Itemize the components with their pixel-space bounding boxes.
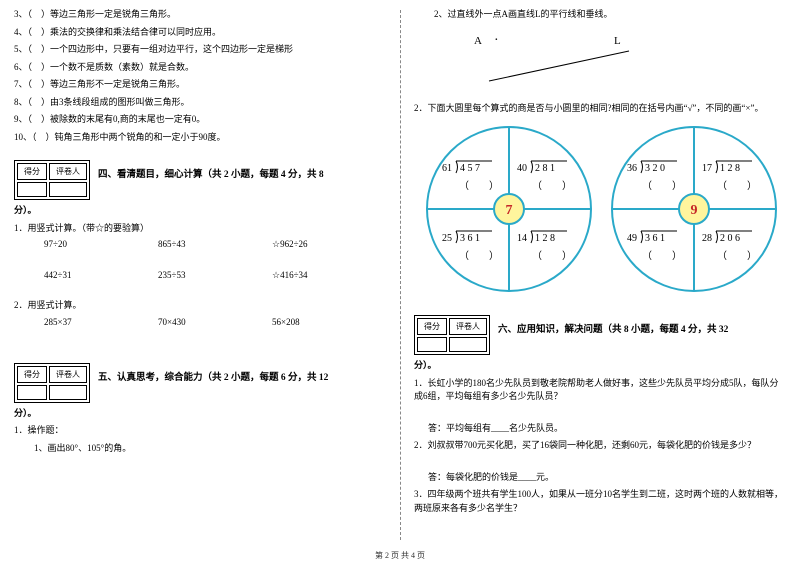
calc-item: 285×37 — [44, 317, 158, 327]
calc-item: 97÷20 — [44, 239, 158, 250]
calc-row: 285×37 70×430 56×208 — [44, 317, 386, 327]
paren: （ ） — [642, 180, 682, 192]
section6-header: 得分 评卷人 六、应用知识，解决问题（共 8 小题，每题 4 分，共 32 — [414, 307, 786, 359]
div-expr: 17 — [702, 163, 712, 174]
judgment-item: 4、（ ）乘法的交换律和乘法结合律可以同时应用。 — [14, 26, 386, 40]
calc-row: 442÷31 235÷53 ☆416÷34 — [44, 270, 386, 281]
q5-1a-text: 1、画出80°、105°的角。 — [34, 442, 386, 456]
svg-text:3 6 1: 3 6 1 — [460, 233, 480, 244]
judgment-item: 9、（ ）被除数的末尾有0,商的末尾也一定有0。 — [14, 113, 386, 127]
left-column: 3、（ ）等边三角形一定是锐角三角形。 4、（ ）乘法的交换律和乘法结合律可以同… — [0, 0, 400, 565]
grader-label: 评卷人 — [49, 366, 87, 383]
div-expr: 49 — [627, 233, 637, 244]
q6-3-text: 3．四年级两个班共有学生100人，如果从一班分10名学生到二班，这时两个班的人数… — [414, 488, 786, 515]
line-diagram: A · L — [464, 26, 664, 96]
section5-title-cont: 分）。 — [14, 407, 386, 421]
svg-text:3 2 0: 3 2 0 — [645, 163, 665, 174]
circles-diagram: 7 9 614 5 7 （ ） 402 8 1 （ ） 253 6 1 （ ） … — [414, 119, 786, 299]
score-label: 得分 — [17, 366, 47, 383]
q-top-text: 2、过直线外一点A画直线L的平行线和垂线。 — [434, 8, 786, 22]
div-expr: 40 — [517, 163, 527, 174]
judgment-item: 3、（ ）等边三角形一定是锐角三角形。 — [14, 8, 386, 22]
q6-1-text: 1．长虹小学的180名少先队员到敬老院帮助老人做好事，这些少先队员平均分成5队，… — [414, 377, 786, 404]
judgment-item: 6、（ ）一个数不是质数（素数）就是合数。 — [14, 61, 386, 75]
section5-title: 五、认真思考，综合能力（共 2 小题，每题 6 分，共 12 — [98, 369, 328, 383]
judgment-item: 5、（ ）一个四边形中，只要有一组对边平行，这个四边形一定是梯形 — [14, 43, 386, 57]
section4-title-cont: 分）。 — [14, 204, 386, 218]
center-9: 9 — [691, 203, 698, 218]
judgment-item: 8、（ ）由3条线段组成的图形叫做三角形。 — [14, 96, 386, 110]
paren: （ ） — [532, 180, 572, 192]
calc-item: 865÷43 — [158, 239, 272, 250]
q4-1-text: 1．用竖式计算。（带☆的要验算） — [14, 222, 386, 236]
svg-text:2 0 6: 2 0 6 — [720, 233, 740, 244]
label-a: A — [474, 35, 482, 47]
q6-2-answer: 答：每袋化肥的价钱是____元。 — [428, 471, 786, 485]
calc-item: 70×430 — [158, 317, 272, 327]
score-box: 得分 评卷人 — [14, 160, 90, 200]
center-7: 7 — [506, 203, 513, 218]
calc-item: ☆962÷26 — [272, 239, 386, 250]
section6-title: 六、应用知识，解决问题（共 8 小题，每题 4 分，共 32 — [498, 321, 728, 335]
calc-item: 442÷31 — [44, 270, 158, 281]
paren: （ ） — [642, 250, 682, 262]
grader-label: 评卷人 — [449, 318, 487, 335]
div-expr: 14 — [517, 233, 527, 244]
q2-main-text: 2．下面大圆里每个算式的商是否与小圆里的相同?相同的在括号内画“√”，不同的画“… — [414, 102, 786, 116]
svg-text:1 2 8: 1 2 8 — [720, 163, 740, 174]
paren: （ ） — [459, 250, 499, 262]
paren: （ ） — [459, 180, 499, 192]
section4-title: 四、看清题目，细心计算（共 2 小题，每题 4 分，共 8 — [98, 166, 324, 180]
grader-label: 评卷人 — [49, 163, 87, 180]
judgment-item: 10、（ ）钝角三角形中两个锐角的和一定小于90度。 — [14, 131, 386, 145]
score-box: 得分 评卷人 — [14, 363, 90, 403]
page-footer: 第 2 页 共 4 页 — [0, 550, 800, 561]
right-column: 2、过直线外一点A画直线L的平行线和垂线。 A · L 2．下面大圆里每个算式的… — [400, 0, 800, 565]
judgment-item: 7、（ ）等边三角形不一定是锐角三角形。 — [14, 78, 386, 92]
q4-2-text: 2．用竖式计算。 — [14, 299, 386, 313]
section6-title-cont: 分）。 — [414, 359, 786, 373]
line-l — [489, 51, 629, 81]
svg-text:3 6 1: 3 6 1 — [645, 233, 665, 244]
q6-1-answer: 答：平均每组有____名少先队员。 — [428, 422, 786, 436]
section4-header: 得分 评卷人 四、看清题目，细心计算（共 2 小题，每题 4 分，共 8 — [14, 152, 386, 204]
label-l: L — [614, 35, 621, 47]
paren: （ ） — [717, 250, 757, 262]
calc-item: 56×208 — [272, 317, 386, 327]
score-box: 得分 评卷人 — [414, 315, 490, 355]
q6-2-text: 2．刘叔叔带700元买化肥，买了16袋同一种化肥，还剩60元，每袋化肥的价钱是多… — [414, 439, 786, 453]
score-label: 得分 — [417, 318, 447, 335]
score-label: 得分 — [17, 163, 47, 180]
q5-1-text: 1．操作题： — [14, 424, 386, 438]
calc-row: 97÷20 865÷43 ☆962÷26 — [44, 239, 386, 250]
section5-header: 得分 评卷人 五、认真思考，综合能力（共 2 小题，每题 6 分，共 12 — [14, 355, 386, 407]
calc-item: ☆416÷34 — [272, 270, 386, 281]
div-expr: 25 — [442, 233, 452, 244]
svg-text:1 2 8: 1 2 8 — [535, 233, 555, 244]
svg-text:4 5 7: 4 5 7 — [460, 163, 480, 174]
div-expr: 36 — [627, 163, 637, 174]
judgment-list: 3、（ ）等边三角形一定是锐角三角形。 4、（ ）乘法的交换律和乘法结合律可以同… — [14, 8, 386, 144]
paren: （ ） — [717, 180, 757, 192]
point-dot: · — [494, 33, 499, 48]
div-expr: 61 — [442, 163, 452, 174]
paren: （ ） — [532, 250, 572, 262]
div-expr: 28 — [702, 233, 712, 244]
svg-text:2 8 1: 2 8 1 — [535, 163, 555, 174]
calc-item: 235÷53 — [158, 270, 272, 281]
